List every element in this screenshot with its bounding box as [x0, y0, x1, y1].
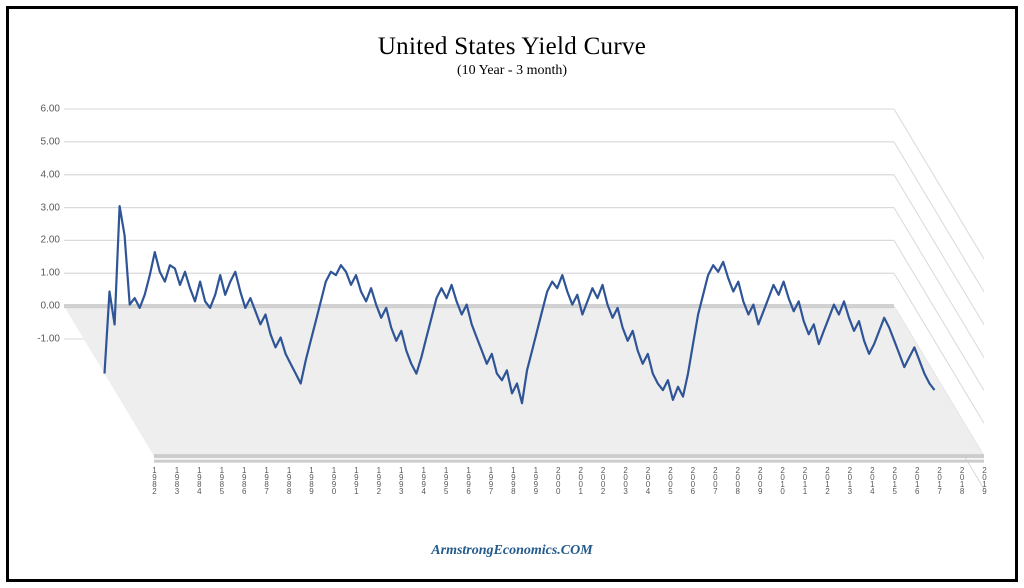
x-axis-label: 2004: [644, 466, 652, 494]
x-axis-label: 1997: [486, 466, 494, 494]
outer-frame: United States Yield Curve (10 Year - 3 m…: [0, 0, 1024, 588]
chart-svg: [64, 109, 984, 497]
y-axis-label: 0.00: [41, 301, 60, 312]
x-axis-label: 2007: [711, 466, 719, 494]
x-axis-label: 1984: [195, 466, 203, 494]
x-axis-label: 1994: [419, 466, 427, 494]
x-axis-label: 2014: [868, 466, 876, 494]
y-axis-label: -1.00: [37, 334, 60, 345]
x-axis-label: 1996: [464, 466, 472, 494]
y-axis-label: 2.00: [41, 235, 60, 246]
y-axis-label: 1.00: [41, 268, 60, 279]
attribution-text: ArmstrongEconomics.COM: [9, 543, 1015, 559]
x-axis-label: 2009: [756, 466, 764, 494]
x-axis-label: 2016: [913, 466, 921, 494]
title-block: United States Yield Curve (10 Year - 3 m…: [9, 33, 1015, 79]
x-axis-label: 2008: [733, 466, 741, 494]
x-axis-label: 2002: [599, 466, 607, 494]
x-axis-label: 2003: [621, 466, 629, 494]
x-axis-label: 2011: [801, 466, 809, 494]
x-axis-label: 2017: [935, 466, 943, 494]
x-axis-label: 2006: [688, 466, 696, 494]
x-axis-label: 1986: [240, 466, 248, 494]
y-axis-label: 5.00: [41, 136, 60, 147]
x-axis-label: 2019: [980, 466, 988, 494]
x-axis-label: 1992: [374, 466, 382, 494]
x-axis-label: 2005: [666, 466, 674, 494]
x-axis-label: 1987: [262, 466, 270, 494]
x-axis-label: 2010: [778, 466, 786, 494]
chart-plot-area: -1.000.001.002.003.004.005.006.001982198…: [64, 109, 984, 489]
chart-title: United States Yield Curve: [9, 33, 1015, 61]
y-axis-label: 6.00: [41, 104, 60, 115]
x-axis-label: 1991: [352, 466, 360, 494]
x-axis-label: 1998: [509, 466, 517, 494]
x-axis-label: 1999: [531, 466, 539, 494]
x-axis-label: 1983: [172, 466, 180, 494]
x-axis-label: 2015: [890, 466, 898, 494]
x-axis-label: 1993: [397, 466, 405, 494]
x-axis-label: 1989: [307, 466, 315, 494]
x-axis-label: 2001: [576, 466, 584, 494]
x-axis-label: 1995: [442, 466, 450, 494]
x-axis-label: 2012: [823, 466, 831, 494]
x-axis-label: 1990: [329, 466, 337, 494]
x-axis-label: 1982: [150, 466, 158, 494]
chart-subtitle: (10 Year - 3 month): [9, 63, 1015, 79]
x-axis-label: 1988: [285, 466, 293, 494]
x-axis-label: 1985: [217, 466, 225, 494]
y-axis-label: 4.00: [41, 169, 60, 180]
x-axis-label: 2000: [554, 466, 562, 494]
x-axis-label: 2013: [845, 466, 853, 494]
x-axis-label: 2018: [958, 466, 966, 494]
y-axis-label: 3.00: [41, 202, 60, 213]
chart-frame: United States Yield Curve (10 Year - 3 m…: [6, 6, 1018, 582]
